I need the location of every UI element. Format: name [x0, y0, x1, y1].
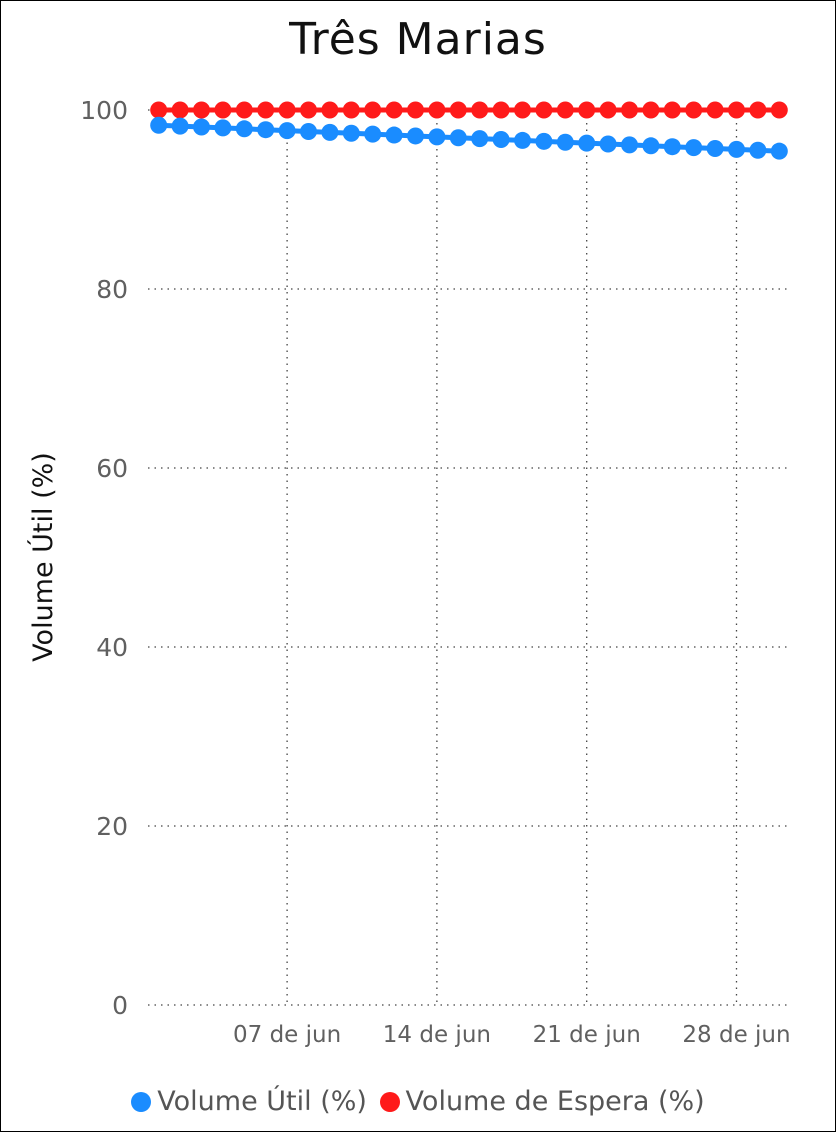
- data-point: [364, 101, 382, 119]
- data-point: [193, 118, 210, 136]
- data-point: [749, 141, 767, 159]
- data-point: [214, 101, 232, 119]
- data-point: [728, 140, 745, 158]
- y-axis-label: Volume Útil (%): [27, 452, 59, 662]
- chart-title: Três Marias: [289, 14, 547, 65]
- data-point: [535, 101, 553, 119]
- data-point: [449, 129, 467, 147]
- legend-label-volume-util: Volume Útil (%): [157, 1086, 367, 1117]
- data-point: [599, 101, 617, 119]
- data-point: [642, 137, 660, 155]
- data-point: [492, 131, 510, 149]
- data-point: [342, 101, 360, 119]
- data-point: [214, 119, 232, 137]
- legend: Volume Útil (%) Volume de Espera (%): [0, 1086, 836, 1119]
- legend-label-volume-espera: Volume de Espera (%): [405, 1086, 705, 1117]
- legend-item-volume-util[interactable]: Volume Útil (%): [131, 1086, 367, 1117]
- data-point: [150, 116, 168, 134]
- data-point: [556, 101, 574, 119]
- y-tick-label: 100: [80, 96, 128, 125]
- data-point: [278, 101, 296, 119]
- y-tick-label: 20: [96, 812, 128, 841]
- data-point: [706, 139, 724, 157]
- data-point: [342, 124, 360, 142]
- data-point: [685, 139, 703, 157]
- data-point: [278, 122, 296, 140]
- data-point: [171, 117, 189, 135]
- data-point: [621, 136, 638, 154]
- x-tick-label: 07 de jun: [233, 1022, 341, 1048]
- data-point: [514, 131, 531, 149]
- data-point: [385, 101, 403, 119]
- data-point: [770, 101, 788, 119]
- data-point: [663, 101, 681, 119]
- data-point: [321, 101, 339, 119]
- x-tick-label: 21 de jun: [533, 1022, 641, 1048]
- data-point: [471, 130, 489, 148]
- data-point: [514, 101, 531, 119]
- y-tick-label: 0: [112, 991, 128, 1020]
- data-point: [428, 128, 446, 146]
- data-point: [171, 101, 189, 119]
- y-tick-label: 40: [96, 633, 128, 662]
- y-tick-label: 60: [96, 454, 128, 483]
- data-point: [300, 101, 317, 119]
- data-point: [621, 101, 638, 119]
- data-point: [407, 127, 424, 145]
- x-tick-label: 14 de jun: [383, 1022, 491, 1048]
- data-point: [364, 125, 382, 143]
- data-point: [556, 133, 574, 151]
- legend-item-volume-espera[interactable]: Volume de Espera (%): [379, 1086, 705, 1117]
- data-point: [235, 120, 253, 138]
- data-point: [642, 101, 660, 119]
- data-point: [428, 101, 446, 119]
- data-point: [578, 134, 596, 152]
- legend-marker-volume-util: [131, 1091, 152, 1112]
- data-point: [300, 122, 317, 140]
- data-point: [706, 101, 724, 119]
- data-point: [599, 135, 617, 153]
- data-point: [749, 101, 767, 119]
- data-point: [471, 101, 489, 119]
- y-tick-label: 80: [96, 275, 128, 304]
- data-point: [257, 101, 275, 119]
- data-point: [150, 101, 168, 119]
- data-point: [257, 121, 275, 139]
- legend-marker-volume-espera: [379, 1091, 400, 1112]
- data-point: [535, 132, 553, 150]
- data-point: [193, 101, 210, 119]
- data-point: [492, 101, 510, 119]
- data-point: [407, 101, 424, 119]
- data-point: [770, 142, 788, 160]
- data-point: [728, 101, 745, 119]
- data-point: [663, 138, 681, 156]
- x-tick-label: 28 de jun: [682, 1022, 790, 1048]
- data-point: [685, 101, 703, 119]
- data-point: [235, 101, 253, 119]
- data-point: [321, 123, 339, 141]
- data-point: [385, 126, 403, 144]
- data-point: [449, 101, 467, 119]
- data-point: [578, 101, 596, 119]
